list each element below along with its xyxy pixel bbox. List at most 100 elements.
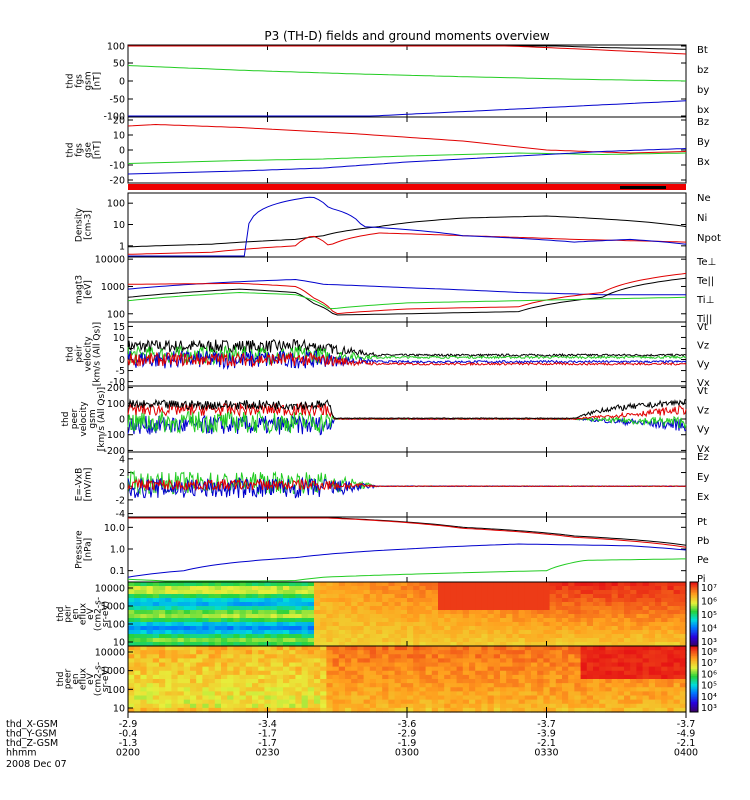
spectrogram-cell — [617, 594, 625, 599]
spectrogram-cell — [630, 610, 637, 615]
spectrogram-cell — [667, 642, 675, 647]
spectrogram-cell — [276, 687, 284, 692]
spectrogram-cell — [165, 707, 172, 713]
spectrogram-cell — [655, 630, 662, 635]
spectrogram-cell — [431, 646, 439, 651]
spectrogram-cell — [295, 602, 303, 607]
spectrogram-cell — [518, 683, 526, 688]
spectrogram-cell — [580, 687, 588, 692]
spectrogram-cell — [394, 582, 402, 587]
spectrogram-cell — [326, 638, 334, 643]
spectrogram-cell — [655, 602, 662, 607]
spectrogram-cell — [444, 703, 451, 709]
spectrogram-cell — [487, 626, 495, 631]
spectrogram-cell — [376, 610, 383, 615]
spectrogram-cell — [140, 654, 148, 659]
spectrogram-cell — [376, 691, 383, 697]
spectrogram-cell — [636, 699, 644, 705]
spectrogram-cell — [506, 590, 513, 595]
spectrogram-cell — [543, 610, 551, 615]
spectrogram-cell — [146, 598, 154, 603]
spectrogram-cell — [469, 662, 476, 668]
spectrogram-cell — [190, 606, 197, 611]
spectrogram-cell — [456, 610, 464, 615]
spectrogram-cell — [562, 618, 569, 623]
spectrogram-cell — [382, 626, 389, 631]
spectrogram-cell — [617, 598, 625, 603]
spectrogram-cell — [165, 634, 172, 639]
spectrogram-cell — [159, 707, 166, 713]
spectrogram-cell — [245, 679, 253, 684]
ylabel-line: [nT] — [93, 72, 103, 90]
spectrogram-cell — [369, 703, 377, 709]
spectrogram-cell — [326, 703, 334, 709]
spectrogram-cell — [580, 602, 588, 607]
spectrogram-cell — [332, 691, 340, 697]
spectrogram-cell — [326, 598, 334, 603]
spectrogram-cell — [518, 687, 526, 692]
spectrogram-cell — [444, 606, 451, 611]
spectrogram-cell — [673, 699, 681, 705]
spectrogram-cell — [462, 614, 470, 619]
spectrogram-cell — [462, 594, 470, 599]
spectrogram-cell — [419, 626, 427, 631]
ephem-value: -3.6 — [398, 719, 417, 730]
spectrogram-cell — [388, 598, 396, 603]
spectrogram-cell — [624, 610, 631, 615]
spectrogram-cell — [531, 683, 538, 688]
spectrogram-cell — [382, 658, 389, 664]
spectrogram-cell — [289, 650, 296, 655]
spectrogram-cell — [345, 618, 352, 623]
spectrogram-cell — [549, 683, 557, 688]
spectrogram-cell — [276, 638, 284, 643]
spectrogram-cell — [376, 626, 383, 631]
spectrogram-cell — [245, 642, 253, 647]
spectrogram-cell — [258, 703, 265, 709]
spectrogram-cell — [543, 618, 551, 623]
spectrogram-cell — [196, 703, 203, 709]
spectrogram-cell — [159, 642, 166, 647]
series-black-line — [127, 398, 687, 420]
spectrogram-cell — [258, 642, 265, 647]
spectrogram-cell — [661, 670, 668, 676]
spectrogram-cell — [289, 594, 296, 599]
spectrogram-cell — [202, 626, 210, 631]
spectrogram-cell — [165, 626, 172, 631]
spectrogram-cell — [624, 626, 631, 631]
spectrogram-cell — [493, 654, 501, 659]
spectrogram-cell — [450, 642, 458, 647]
spectrogram-cell — [487, 606, 495, 611]
spectrogram-cell — [481, 658, 489, 664]
spectrogram-cell — [531, 638, 538, 643]
colorbar-label: 10⁵ — [701, 610, 717, 621]
ylabel-line: eV — [86, 607, 96, 620]
spectrogram-cell — [152, 666, 160, 672]
spectrogram-cell — [673, 642, 681, 647]
ylabel-line: peer — [70, 408, 80, 429]
spectrogram-cell — [586, 674, 594, 680]
spectrogram-cell — [493, 646, 501, 651]
spectrogram-cell — [425, 586, 433, 591]
spectrogram-cell — [233, 586, 241, 591]
spectrogram-cell — [661, 586, 668, 591]
spectrogram-cell — [630, 699, 637, 705]
spectrogram-cell — [221, 582, 228, 587]
spectrogram-cell — [574, 670, 582, 676]
spectrogram-cell — [165, 610, 172, 615]
spectrogram-cell — [431, 622, 439, 627]
spectrogram-cell — [673, 638, 681, 643]
spectrogram-cell — [345, 646, 352, 651]
spectrogram-cell — [642, 622, 650, 627]
spectrogram-cell — [363, 691, 371, 697]
spectrogram-cell — [208, 594, 216, 599]
spectrogram-cell — [190, 646, 197, 651]
spectrogram-cell — [258, 606, 265, 611]
spectrogram-cell — [667, 699, 675, 705]
series-red-line — [127, 123, 687, 154]
spectrogram-cell — [376, 699, 383, 705]
spectrogram-cell — [642, 646, 650, 651]
spectrogram-cell — [326, 622, 334, 627]
spectrogram-cell — [351, 602, 358, 607]
spectrogram-cell — [667, 610, 675, 615]
spectrogram-cell — [500, 683, 507, 688]
